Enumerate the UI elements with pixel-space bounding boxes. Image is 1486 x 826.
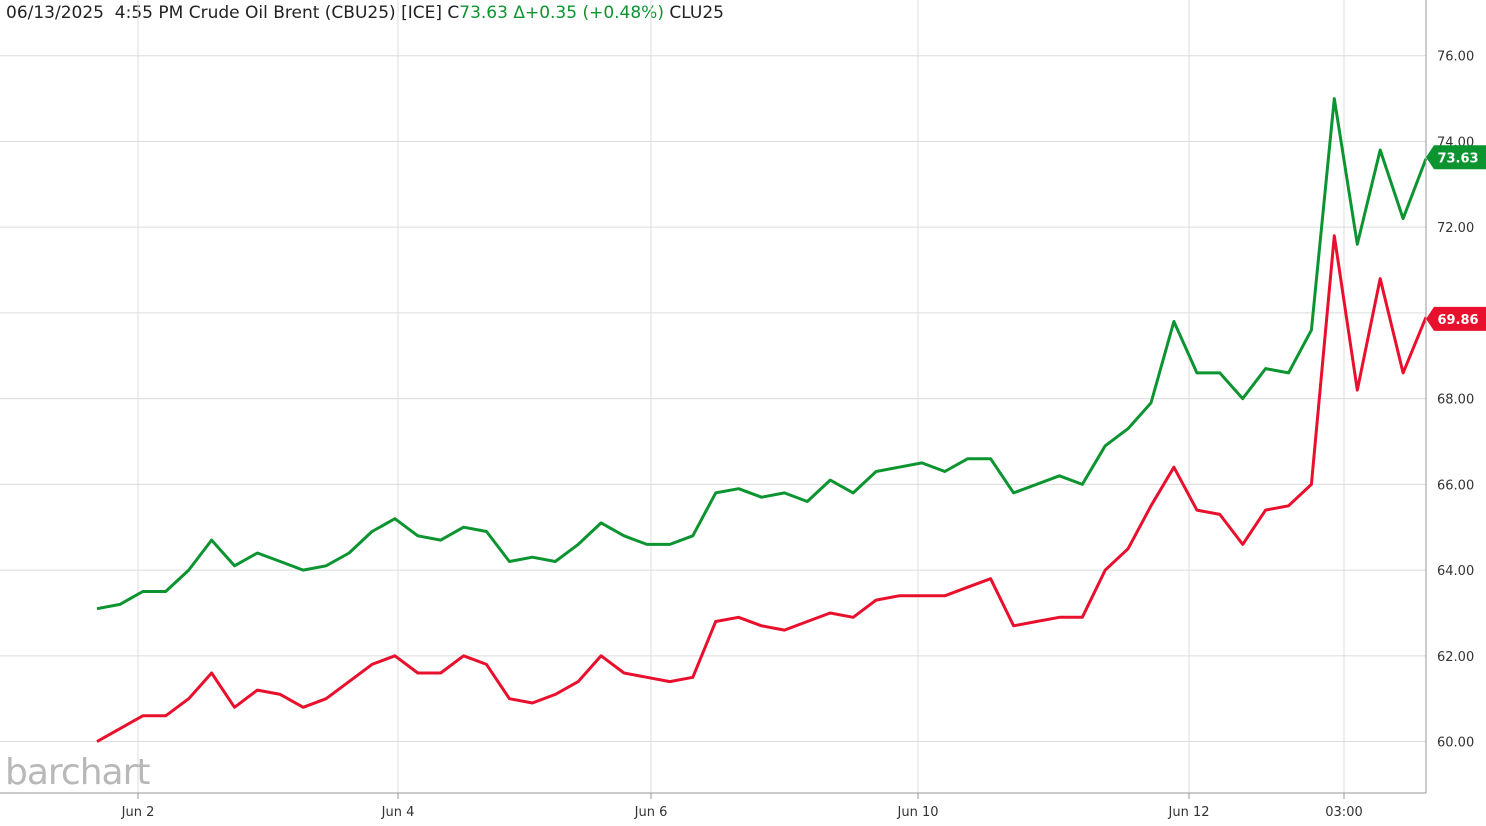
series-lines bbox=[96, 97, 1428, 743]
x-tick-label: Jun 2 bbox=[121, 805, 155, 820]
y-tick-label: 60.00 bbox=[1437, 736, 1474, 751]
y-tick-label: 64.00 bbox=[1437, 564, 1474, 579]
header-date: 06/13/2025 bbox=[6, 3, 104, 23]
x-tick-label: Jun 6 bbox=[634, 805, 668, 820]
last-value-tag bbox=[1426, 145, 1486, 170]
x-tick-label: Jun 12 bbox=[1168, 805, 1210, 820]
series-line-cbu25 bbox=[96, 97, 1428, 611]
barchart-logo: barchart bbox=[5, 752, 151, 793]
y-tick-label: 62.00 bbox=[1437, 650, 1474, 665]
last-value-tag bbox=[1426, 306, 1486, 331]
series-line-clu25 bbox=[96, 234, 1428, 743]
header-time: 4:55 PM bbox=[114, 3, 184, 23]
header-close-prefix: C bbox=[447, 3, 460, 23]
header-change: Δ+0.35 (+0.48%) bbox=[513, 3, 664, 23]
grid bbox=[0, 0, 1426, 793]
y-tick-label: 68.00 bbox=[1437, 393, 1474, 408]
x-tick-label: 03:00 bbox=[1325, 805, 1362, 820]
last-value-tags: 73.63 69.86 bbox=[1426, 145, 1486, 331]
x-tick-label: Jun 4 bbox=[381, 805, 415, 820]
y-tick-label: 72.00 bbox=[1437, 221, 1474, 236]
x-tick-label: Jun 10 bbox=[897, 805, 939, 820]
header-instrument: Crude Oil Brent (CBU25) [ICE] bbox=[188, 3, 442, 23]
header-close: 73.63 bbox=[459, 3, 508, 23]
header-compare-symbol: CLU25 bbox=[669, 3, 724, 23]
chart-header: 06/13/2025 4:55 PM Crude Oil Brent (CBU2… bbox=[6, 3, 724, 23]
last-value-tag-text: 73.63 bbox=[1437, 151, 1478, 166]
y-tick-label: 76.00 bbox=[1437, 50, 1474, 65]
last-value-tag-text: 69.86 bbox=[1437, 313, 1478, 328]
y-tick-label: 66.00 bbox=[1437, 478, 1474, 493]
